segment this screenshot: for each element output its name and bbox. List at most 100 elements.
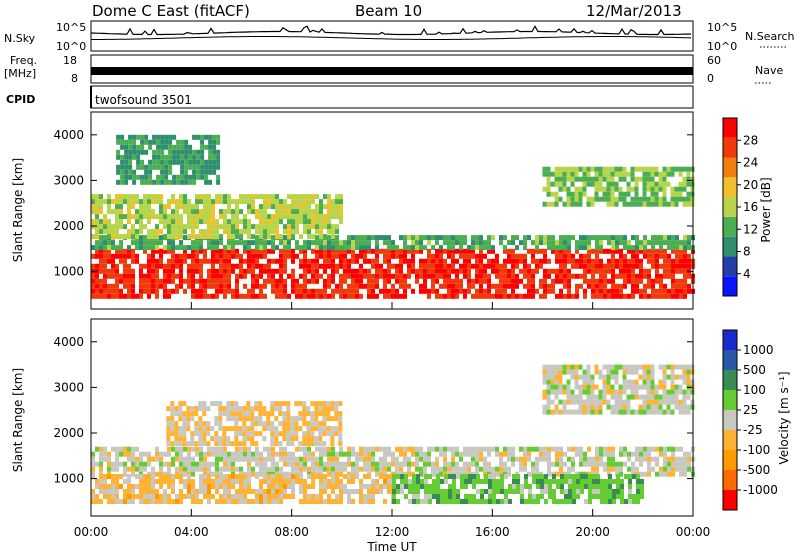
data-cell bbox=[275, 194, 279, 200]
data-cell bbox=[127, 451, 131, 457]
data-cell bbox=[127, 263, 131, 269]
data-cell bbox=[455, 293, 459, 299]
data-cell bbox=[234, 431, 239, 437]
data-cell bbox=[335, 214, 339, 220]
data-cell bbox=[403, 283, 407, 289]
data-cell bbox=[383, 451, 387, 457]
data-cell bbox=[215, 499, 219, 504]
data-cell bbox=[423, 235, 427, 241]
data-cell bbox=[210, 426, 215, 432]
data-cell bbox=[479, 446, 483, 452]
data-cell bbox=[531, 293, 535, 299]
data-cell bbox=[574, 171, 579, 177]
data-cell bbox=[299, 466, 303, 472]
data-cell bbox=[159, 199, 163, 205]
data-cell bbox=[188, 144, 193, 150]
data-cell bbox=[463, 235, 467, 241]
data-cell bbox=[554, 389, 559, 395]
data-cell bbox=[267, 456, 271, 462]
data-cell bbox=[572, 499, 576, 504]
data-cell bbox=[395, 273, 399, 279]
data-cell bbox=[275, 268, 279, 274]
data-cell bbox=[403, 240, 407, 246]
data-cell bbox=[227, 204, 231, 210]
data-cell bbox=[546, 384, 551, 390]
data-cell bbox=[271, 489, 275, 494]
data-cell bbox=[195, 268, 199, 274]
data-cell bbox=[491, 258, 495, 264]
data-cell bbox=[523, 245, 527, 251]
data-cell bbox=[675, 461, 679, 467]
data-cell bbox=[259, 484, 263, 489]
data-cell bbox=[671, 283, 675, 289]
data-cell bbox=[279, 278, 283, 284]
data-cell bbox=[399, 258, 403, 264]
data-cell bbox=[223, 278, 227, 284]
data-cell bbox=[303, 194, 307, 200]
data-cell bbox=[439, 471, 443, 477]
data-cell bbox=[184, 139, 189, 145]
data-cell bbox=[286, 441, 291, 447]
data-cell bbox=[503, 273, 507, 279]
data-cell bbox=[330, 426, 335, 432]
data-cell bbox=[448, 484, 452, 489]
data-cell bbox=[452, 484, 456, 489]
data-cell bbox=[583, 263, 587, 269]
data-cell bbox=[139, 199, 143, 205]
data-cell bbox=[524, 499, 528, 504]
data-cell bbox=[355, 278, 359, 284]
data-cell bbox=[270, 406, 275, 412]
data-cell bbox=[115, 209, 119, 215]
data-cell bbox=[516, 479, 520, 484]
data-cell bbox=[196, 164, 201, 170]
data-cell bbox=[279, 293, 283, 299]
data-cell bbox=[311, 466, 315, 472]
data-cell bbox=[512, 489, 516, 494]
data-cell bbox=[311, 263, 315, 269]
data-cell bbox=[231, 268, 235, 274]
data-cell bbox=[491, 235, 495, 241]
data-cell bbox=[682, 389, 687, 395]
data-cell bbox=[610, 166, 615, 172]
data-cell bbox=[618, 399, 623, 405]
data-cell bbox=[167, 248, 171, 254]
data-cell bbox=[618, 186, 623, 192]
data-cell bbox=[403, 258, 407, 264]
data-cell bbox=[618, 364, 623, 370]
data-cell bbox=[266, 416, 271, 422]
data-cell bbox=[532, 499, 536, 504]
data-cell bbox=[119, 484, 123, 489]
data-cell bbox=[195, 224, 199, 230]
data-cell bbox=[175, 219, 179, 225]
data-cell bbox=[566, 186, 571, 192]
data-cell bbox=[546, 201, 551, 207]
data-cell bbox=[211, 199, 215, 205]
data-cell bbox=[395, 456, 399, 462]
data-cell bbox=[491, 293, 495, 299]
data-cell bbox=[591, 273, 595, 279]
data-cell bbox=[627, 278, 631, 284]
data-cell bbox=[683, 466, 687, 472]
data-cell bbox=[203, 484, 207, 489]
data-cell bbox=[440, 494, 444, 499]
data-cell bbox=[476, 474, 480, 479]
data-cell bbox=[174, 411, 179, 417]
data-cell bbox=[231, 224, 235, 230]
data-cell bbox=[624, 499, 628, 504]
data-cell bbox=[443, 278, 447, 284]
data-cell bbox=[167, 273, 171, 279]
data-cell bbox=[147, 283, 151, 289]
data-cell bbox=[439, 283, 443, 289]
data-cell bbox=[323, 293, 327, 299]
data-cell bbox=[496, 499, 500, 504]
data-cell bbox=[667, 240, 671, 246]
data-cell bbox=[391, 273, 395, 279]
data-cell bbox=[258, 431, 263, 437]
data-cell bbox=[139, 293, 143, 299]
data-cell bbox=[143, 499, 147, 504]
data-cell bbox=[396, 484, 400, 489]
data-cell bbox=[203, 234, 207, 240]
data-cell bbox=[275, 479, 279, 484]
data-cell bbox=[323, 466, 327, 472]
data-cell bbox=[199, 288, 203, 294]
